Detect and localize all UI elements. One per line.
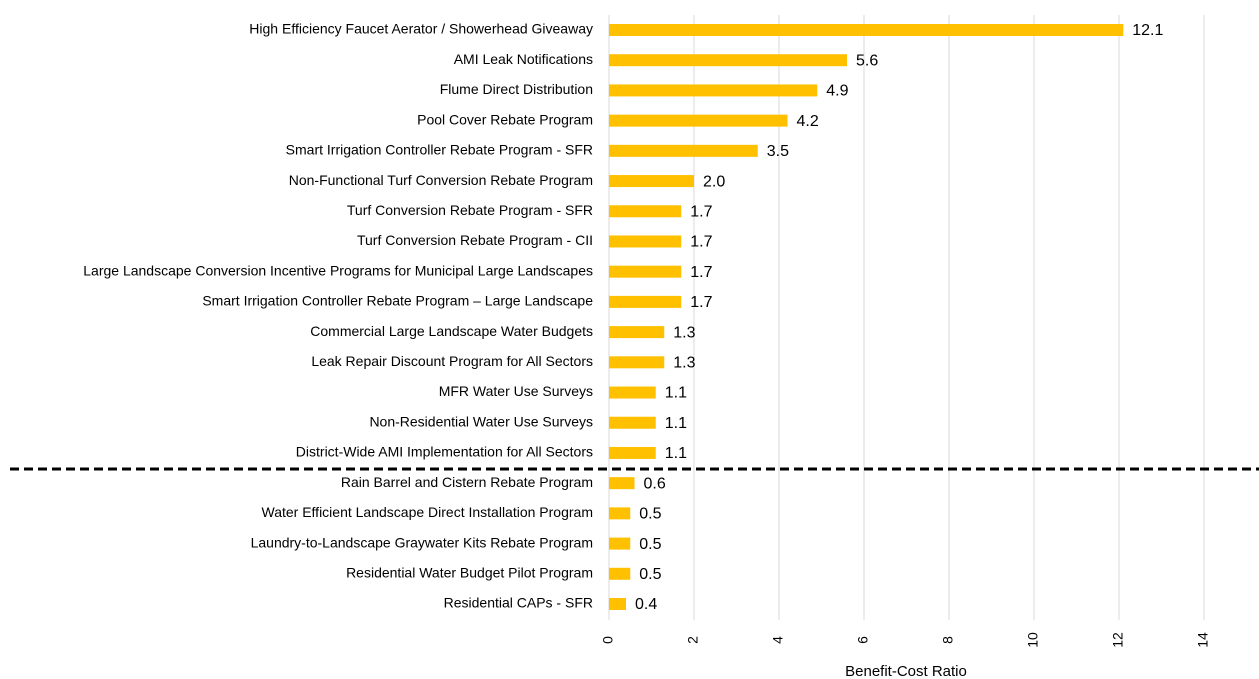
value-label: 1.3 [673, 324, 695, 341]
x-tick-label: 14 [1195, 632, 1211, 648]
bar [609, 24, 1124, 36]
y-tick-label: Laundry-to-Landscape Graywater Kits Reba… [251, 534, 593, 550]
value-label: 0.4 [635, 596, 657, 613]
bar [609, 537, 631, 550]
x-tick-label: 0 [600, 636, 616, 644]
bar [609, 114, 788, 127]
value-label: 1.1 [665, 415, 687, 432]
value-label: 0.5 [639, 506, 661, 523]
value-label: 3.5 [767, 143, 789, 160]
bar [609, 54, 847, 67]
x-axis-label: Benefit-Cost Ratio [845, 663, 967, 679]
bar [609, 84, 818, 97]
bar [609, 175, 694, 188]
y-tick-label: Smart Irrigation Controller Rebate Progr… [202, 293, 593, 309]
x-tick-label: 10 [1025, 632, 1041, 648]
x-tick-label: 2 [685, 636, 701, 644]
bar [609, 507, 631, 520]
y-tick-label: Leak Repair Discount Program for All Sec… [311, 353, 593, 369]
value-label: 2.0 [703, 173, 725, 190]
x-tick-label: 4 [770, 636, 786, 644]
bar [609, 598, 626, 610]
y-tick-label: Rain Barrel and Cistern Rebate Program [341, 474, 593, 490]
y-tick-label: Large Landscape Conversion Incentive Pro… [83, 262, 593, 278]
value-label: 1.7 [690, 203, 712, 220]
value-label: 1.1 [665, 445, 687, 462]
y-tick-label: Non-Functional Turf Conversion Rebate Pr… [289, 172, 593, 188]
value-label: 0.5 [639, 566, 661, 583]
bar [609, 567, 631, 580]
value-label: 4.9 [826, 83, 848, 100]
bar [609, 205, 682, 218]
y-tick-label: Turf Conversion Rebate Program - SFR [347, 202, 593, 218]
y-tick-label: District-Wide AMI Implementation for All… [296, 444, 593, 460]
value-label: 1.7 [690, 234, 712, 251]
bar [609, 386, 656, 399]
bar [609, 477, 635, 490]
bar [609, 295, 682, 308]
bar [609, 235, 682, 248]
x-tick-label: 12 [1110, 632, 1126, 648]
value-label: 0.5 [639, 536, 661, 553]
bar [609, 265, 682, 278]
y-tick-label: Pool Cover Rebate Program [417, 111, 593, 127]
y-tick-label: Residential Water Budget Pilot Program [346, 564, 593, 580]
value-label: 1.3 [673, 355, 695, 372]
y-tick-label: AMI Leak Notifications [454, 51, 593, 67]
bar [609, 356, 665, 369]
value-label: 5.6 [856, 52, 878, 69]
y-tick-label: Non-Residential Water Use Surveys [369, 413, 593, 429]
x-tick-label: 8 [940, 636, 956, 644]
y-tick-label: MFR Water Use Surveys [439, 383, 593, 399]
value-label: 1.7 [690, 294, 712, 311]
y-tick-label: Flume Direct Distribution [440, 81, 593, 97]
bar [609, 144, 758, 157]
y-tick-label: Turf Conversion Rebate Program - CII [357, 232, 593, 248]
x-tick-label: 6 [855, 636, 871, 644]
value-label: 12.1 [1132, 22, 1163, 39]
bar [609, 326, 665, 339]
y-tick-label: Commercial Large Landscape Water Budgets [310, 323, 593, 339]
value-label: 0.6 [644, 475, 666, 492]
value-label: 1.7 [690, 264, 712, 281]
value-label: 1.1 [665, 385, 687, 402]
y-tick-label: Smart Irrigation Controller Rebate Progr… [286, 142, 593, 158]
bar [609, 446, 656, 459]
value-label: 4.2 [797, 113, 819, 130]
y-tick-label: High Efficiency Faucet Aerator / Showerh… [249, 21, 593, 37]
bar [609, 416, 656, 429]
y-tick-label: Water Efficient Landscape Direct Install… [262, 504, 594, 520]
y-tick-label: Residential CAPs - SFR [444, 595, 593, 611]
